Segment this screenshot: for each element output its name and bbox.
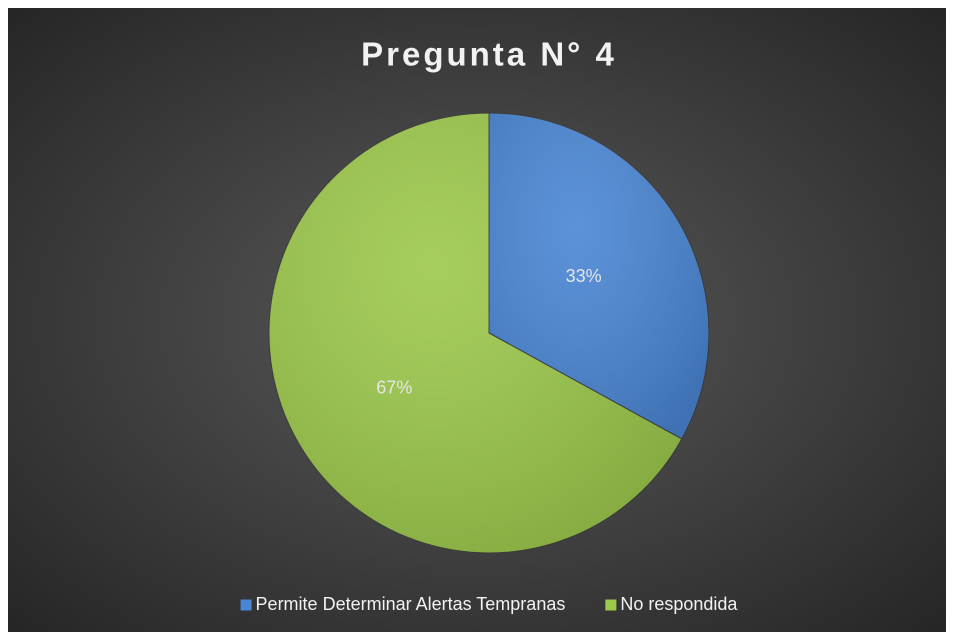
chart-title: Pregunta N° 4 bbox=[361, 36, 617, 73]
data-label: 67% bbox=[376, 378, 412, 398]
legend-label: No respondida bbox=[620, 594, 738, 614]
data-label: 33% bbox=[566, 266, 602, 286]
legend-marker bbox=[605, 599, 617, 611]
legend-label: Permite Determinar Alertas Tempranas bbox=[256, 594, 566, 614]
legend-marker bbox=[240, 599, 252, 611]
